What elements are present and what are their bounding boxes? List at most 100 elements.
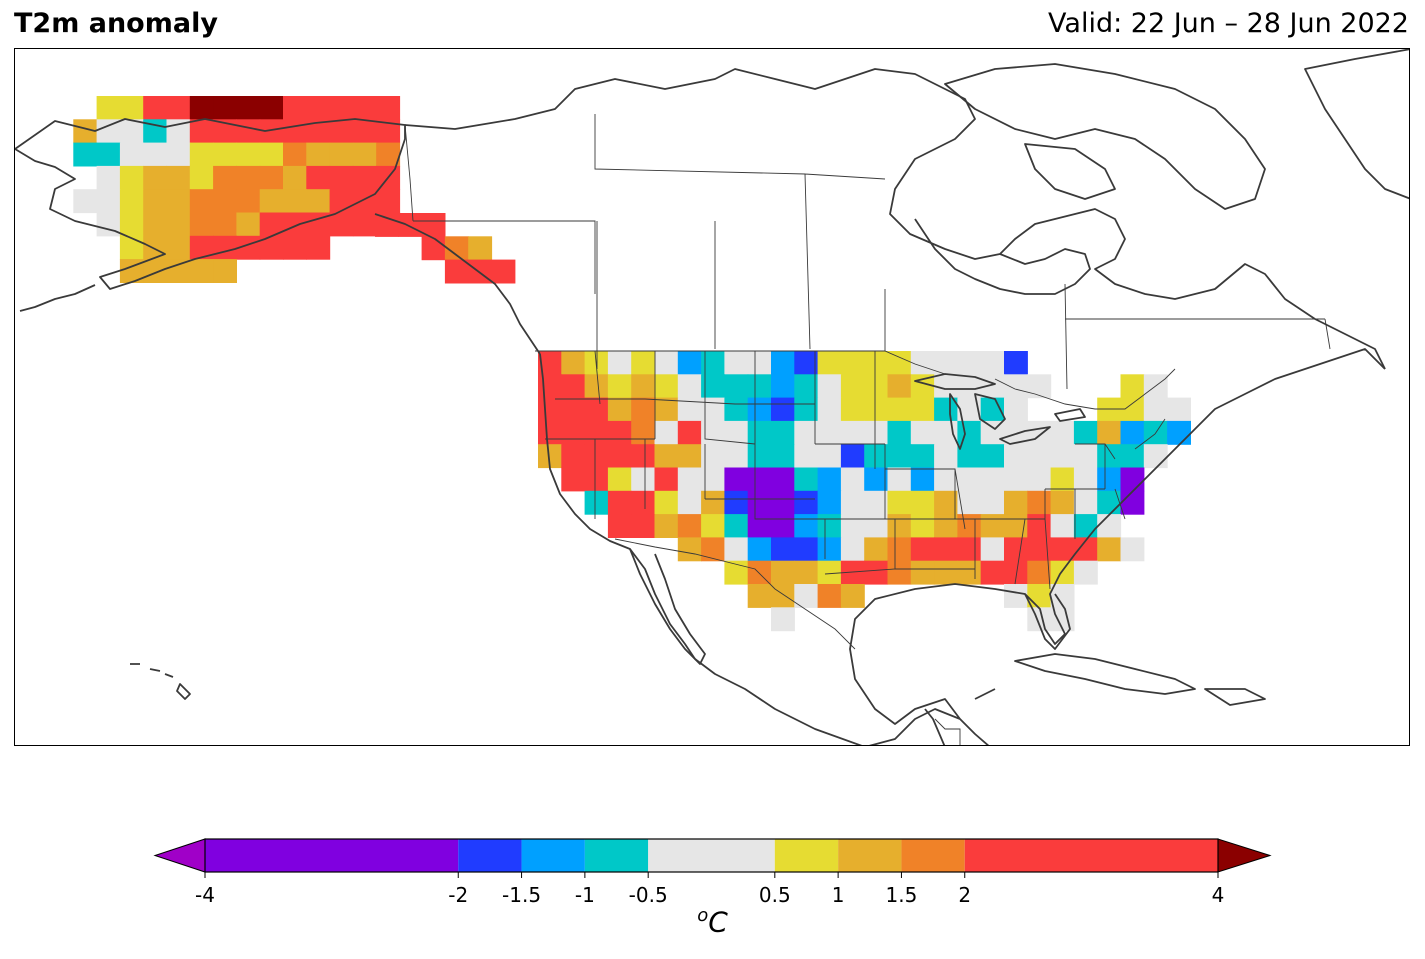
anomaly-cell	[1027, 444, 1052, 469]
anomaly-cell	[980, 490, 1005, 515]
anomaly-cell	[794, 560, 819, 585]
anomaly-cell	[654, 444, 679, 469]
coastline-cuba	[1014, 653, 1196, 695]
anomaly-cell	[887, 537, 912, 562]
anomaly-cell	[468, 236, 493, 261]
colorbar-frame	[204, 838, 1219, 873]
anomaly-cell	[1120, 397, 1145, 422]
anomaly-cell	[607, 444, 632, 469]
anomaly-cell	[213, 96, 237, 120]
anomaly-cell	[864, 444, 889, 469]
anomaly-cell	[1027, 607, 1052, 632]
anomaly-cell	[607, 374, 632, 399]
anomaly-cell	[1073, 537, 1098, 562]
anomaly-cell	[584, 467, 609, 492]
anomaly-cell	[957, 467, 982, 492]
anomaly-cell	[259, 96, 284, 120]
anomaly-cell	[817, 537, 842, 562]
anomaly-cell	[352, 142, 377, 167]
colorbar-tick-label: 2	[958, 883, 971, 907]
anomaly-cell	[840, 351, 865, 375]
anomaly-cell	[840, 514, 865, 538]
anomaly-cell	[724, 467, 749, 492]
anomaly-cell	[701, 490, 725, 515]
anomaly-cell	[213, 259, 237, 283]
anomaly-cell	[957, 560, 982, 585]
anomaly-cell	[561, 420, 586, 445]
anomaly-cell	[677, 467, 702, 492]
anomaly-cell	[1073, 444, 1098, 469]
anomaly-cell	[771, 607, 795, 632]
anomaly-cell	[910, 420, 935, 445]
anomaly-cell	[1027, 467, 1052, 492]
anomaly-cell	[306, 212, 331, 237]
anomaly-cell	[1050, 537, 1075, 562]
anomaly-cell	[236, 142, 261, 167]
anomaly-cell	[677, 537, 702, 562]
colorbar-bin	[838, 839, 902, 872]
anomaly-cell	[1097, 444, 1122, 469]
anomaly-cell	[1050, 444, 1075, 469]
anomaly-cell	[1004, 374, 1028, 399]
colorbar-bin	[964, 839, 1218, 872]
anomaly-cell	[73, 189, 98, 214]
anomaly-cell	[213, 119, 237, 144]
anomaly-cell	[910, 514, 935, 538]
anomaly-cell	[143, 96, 168, 120]
anomaly-cell	[771, 374, 795, 399]
anomaly-cell	[980, 444, 1005, 469]
anomaly-cell	[561, 467, 586, 492]
anomaly-cell	[677, 351, 702, 375]
coastlines	[15, 49, 1409, 745]
border-us-canada	[535, 350, 1176, 410]
anomaly-cell	[329, 119, 354, 144]
colorbar-bins	[153, 838, 1272, 873]
colorbar: -4 -2 -1.5 -1 -0.5 0.5 1 1.5 2 4	[153, 838, 1272, 907]
anomaly-cell	[283, 142, 307, 167]
anomaly-cell	[189, 165, 214, 190]
anomaly-cell	[957, 490, 982, 515]
anomaly-cell	[236, 119, 261, 144]
anomaly-cell	[654, 420, 679, 445]
anomaly-cell	[747, 374, 772, 399]
anomaly-cell	[1004, 420, 1028, 445]
anomaly-cell	[840, 374, 865, 399]
anomaly-cell	[1004, 444, 1028, 469]
anomaly-cell	[143, 212, 168, 237]
anomaly-cell	[259, 235, 284, 260]
anomaly-cell	[934, 397, 958, 422]
coastline-florida	[1024, 593, 1071, 650]
anomaly-cell	[631, 420, 656, 445]
anomaly-cell	[771, 420, 795, 445]
anomaly-cell	[584, 374, 609, 399]
anomaly-cell	[283, 119, 307, 144]
anomaly-cell	[1050, 514, 1075, 538]
colorbar-unit-label: oC	[697, 905, 728, 939]
anomaly-cell	[631, 397, 656, 422]
anomaly-cell	[934, 374, 958, 399]
anomaly-cell	[421, 236, 446, 261]
anomaly-cell	[1073, 514, 1098, 538]
anomaly-cell	[1167, 397, 1191, 422]
anomaly-cell	[236, 212, 261, 237]
anomaly-cell	[724, 537, 749, 562]
colorbar-under-extension	[153, 838, 206, 873]
coastline-mexico-pacific	[694, 658, 863, 745]
colorbar-tick-label: -4	[195, 883, 215, 907]
anomaly-cell	[1097, 397, 1122, 422]
anomaly-cell	[189, 189, 214, 214]
anomaly-cell	[957, 397, 982, 422]
anomaly-grid	[73, 96, 1191, 632]
anomaly-cell	[143, 259, 168, 283]
colorbar-bin	[458, 839, 522, 872]
coastline-baja	[629, 548, 706, 665]
colorbar-bin	[205, 839, 459, 872]
anomaly-cell	[840, 584, 865, 608]
anomaly-cell	[654, 351, 679, 375]
anomaly-cell	[1073, 560, 1098, 585]
border-mexico-guatemala	[934, 718, 961, 745]
anomaly-cell	[887, 490, 912, 515]
anomaly-cell	[794, 537, 819, 562]
anomaly-cell	[794, 444, 819, 469]
anomaly-cell	[817, 397, 842, 422]
